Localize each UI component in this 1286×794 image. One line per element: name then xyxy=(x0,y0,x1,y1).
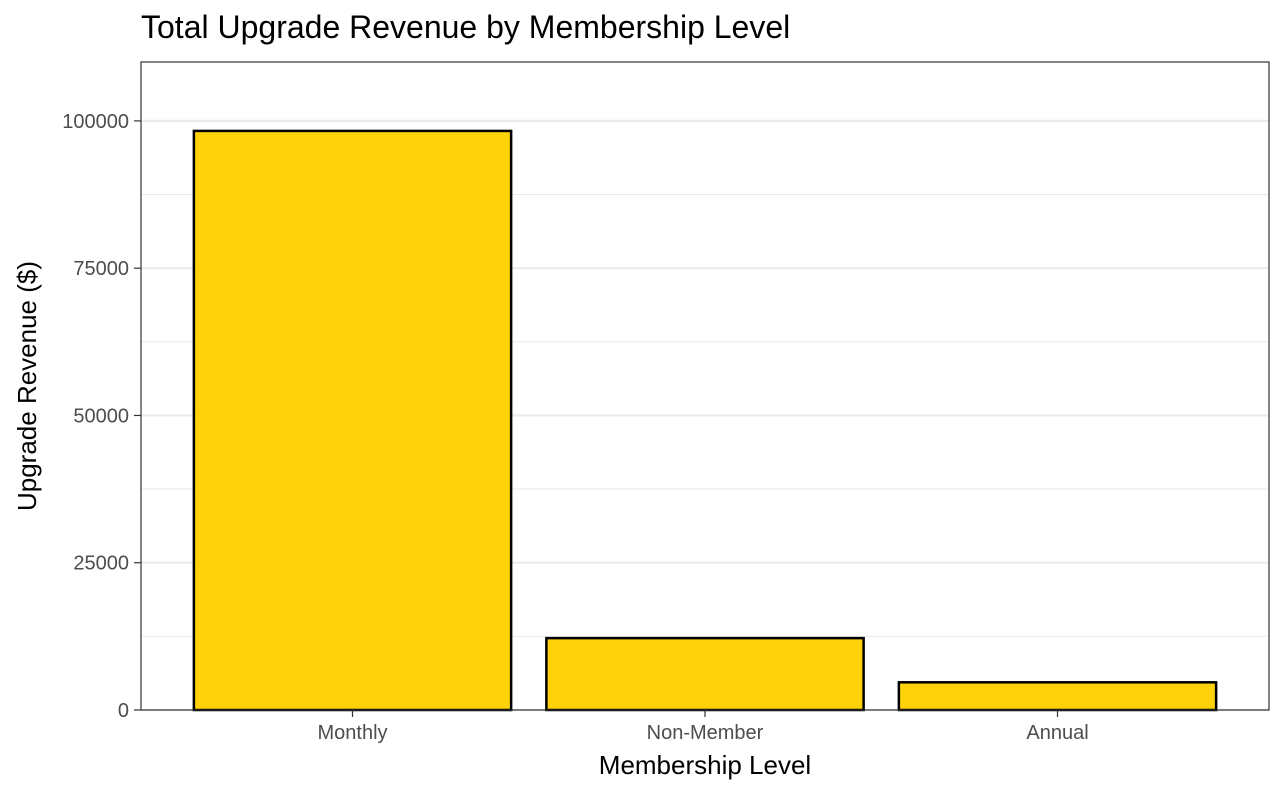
x-tick-label: Non-Member xyxy=(647,722,764,744)
y-tick-label: 75000 xyxy=(73,258,129,280)
x-tick-label: Monthly xyxy=(317,722,387,744)
y-axis-title: Upgrade Revenue ($) xyxy=(12,261,42,511)
y-tick-label: 100000 xyxy=(62,111,129,133)
x-axis-title: Membership Level xyxy=(599,750,811,780)
x-axis-ticks: Monthly Non-Member Annual xyxy=(317,710,1089,744)
y-axis-ticks: 0 25000 50000 75000 100000 xyxy=(62,111,141,722)
x-tick-label: Annual xyxy=(1026,722,1088,744)
bar-monthly xyxy=(192,129,513,712)
bar-annual xyxy=(897,681,1218,712)
chart-title: Total Upgrade Revenue by Membership Leve… xyxy=(141,9,790,45)
bar-non-member xyxy=(545,636,865,712)
y-tick-label: 25000 xyxy=(73,553,129,575)
bars xyxy=(192,129,1218,712)
y-tick-label: 0 xyxy=(118,700,129,722)
y-tick-label: 50000 xyxy=(73,405,129,427)
